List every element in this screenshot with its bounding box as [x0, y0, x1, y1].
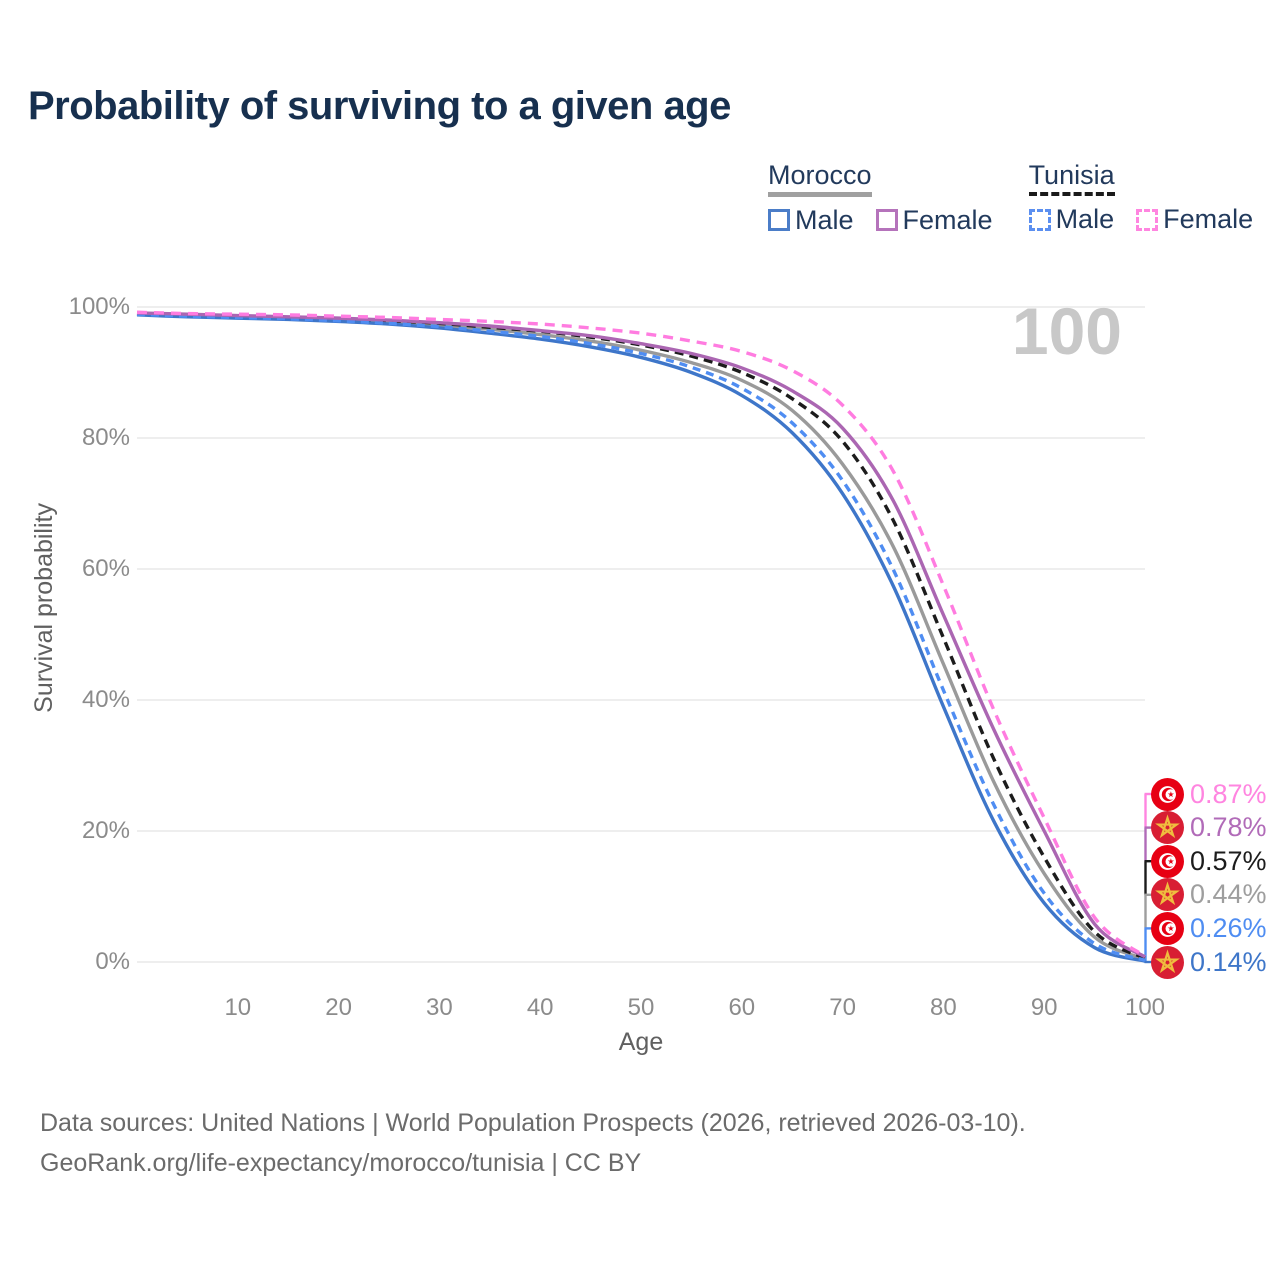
- y-tick-label: 40%: [81, 686, 130, 713]
- end-label-value: 0.57%: [1190, 845, 1267, 876]
- legend-item-tunisia-female[interactable]: Female: [1136, 204, 1253, 235]
- x-tick-label: 10: [224, 994, 252, 1021]
- tunisia-flag-icon: [1151, 844, 1184, 878]
- legend-item-label: Male: [1055, 204, 1115, 234]
- morocco-male-swatch-icon: [768, 209, 790, 231]
- tunisia-line-style-sample: [1028, 192, 1115, 196]
- line-morocco-male[interactable]: [136, 313, 1146, 963]
- legend-item-morocco-female[interactable]: Female: [875, 204, 993, 236]
- legend-country-tunisia[interactable]: Tunisia: [1028, 160, 1115, 196]
- age-counter-watermark: 100: [1011, 294, 1122, 368]
- legend-group-tunisia: Tunisia Male Female: [1028, 160, 1253, 236]
- x-tick-label: 60: [728, 994, 756, 1021]
- x-tick-label: 40: [526, 994, 554, 1021]
- morocco-flag-icon: [1151, 945, 1184, 979]
- end-label-value: 0.87%: [1190, 778, 1267, 809]
- legend-item-label: Female: [902, 204, 993, 235]
- x-tick-label: 30: [426, 994, 453, 1021]
- tunisia-female-swatch-icon: [1136, 208, 1159, 231]
- legend-item-label: Female: [1163, 204, 1254, 234]
- end-label-row: 0.44%: [1151, 878, 1267, 912]
- x-tick-label: 70: [829, 994, 856, 1021]
- morocco-line-style-sample: [768, 192, 872, 197]
- tunisia-flag-icon: [1151, 777, 1184, 811]
- x-tick-label: 20: [325, 994, 352, 1021]
- morocco-female-swatch-icon: [875, 209, 898, 231]
- legend-item-morocco-male[interactable]: Male: [768, 205, 854, 236]
- line-morocco[interactable]: [136, 312, 1146, 961]
- legend-country-label: Tunisia: [1028, 160, 1115, 190]
- y-tick-label: 80%: [81, 424, 130, 451]
- x-axis-title: Age: [618, 1028, 664, 1056]
- end-label-value: 0.14%: [1190, 946, 1267, 977]
- end-label-row: 0.14%: [1151, 945, 1267, 979]
- legend-item-tunisia-male[interactable]: Male: [1028, 204, 1115, 235]
- end-label-row: 0.57%: [1151, 844, 1267, 878]
- y-tick-label: 0%: [95, 948, 130, 975]
- data-sources-note: Data sources: United Nations | World Pop…: [40, 1109, 1026, 1137]
- end-label-row: 0.87%: [1151, 777, 1267, 811]
- legend-country-label: Morocco: [768, 160, 872, 190]
- line-tunisia-female[interactable]: [136, 310, 1147, 958]
- x-tick-label: 90: [1030, 994, 1058, 1021]
- line-morocco-female[interactable]: [136, 311, 1146, 959]
- x-tick-label: 80: [930, 994, 957, 1021]
- end-label-value: 0.26%: [1190, 912, 1267, 943]
- end-label-row: 0.26%: [1151, 911, 1267, 945]
- legend: Morocco Male Female Tunisia: [768, 160, 1253, 236]
- legend-item-label: Male: [795, 204, 854, 235]
- y-tick-label: 100%: [68, 293, 130, 320]
- line-tunisia-male[interactable]: [136, 312, 1146, 962]
- y-tick-label: 60%: [81, 555, 130, 582]
- end-label-value: 0.78%: [1190, 812, 1267, 843]
- page-title: Probability of surviving to a given age: [28, 84, 731, 128]
- legend-country-morocco[interactable]: Morocco: [768, 160, 872, 197]
- x-tick-label: 50: [627, 994, 655, 1021]
- tunisia-flag-icon: [1151, 911, 1184, 945]
- morocco-flag-icon: [1151, 878, 1184, 912]
- line-tunisia[interactable]: [136, 311, 1146, 960]
- end-label-row: 0.78%: [1151, 811, 1267, 845]
- source-url-note[interactable]: GeoRank.org/life-expectancy/morocco/tuni…: [40, 1149, 642, 1177]
- tunisia-male-swatch-icon: [1028, 208, 1051, 231]
- y-tick-label: 20%: [81, 817, 130, 844]
- morocco-flag-icon: [1151, 811, 1184, 845]
- x-tick-label: 100: [1124, 994, 1166, 1021]
- legend-group-morocco: Morocco Male Female: [768, 160, 993, 236]
- end-label-value: 0.44%: [1190, 879, 1267, 910]
- y-axis-title: Survival probability: [30, 503, 58, 713]
